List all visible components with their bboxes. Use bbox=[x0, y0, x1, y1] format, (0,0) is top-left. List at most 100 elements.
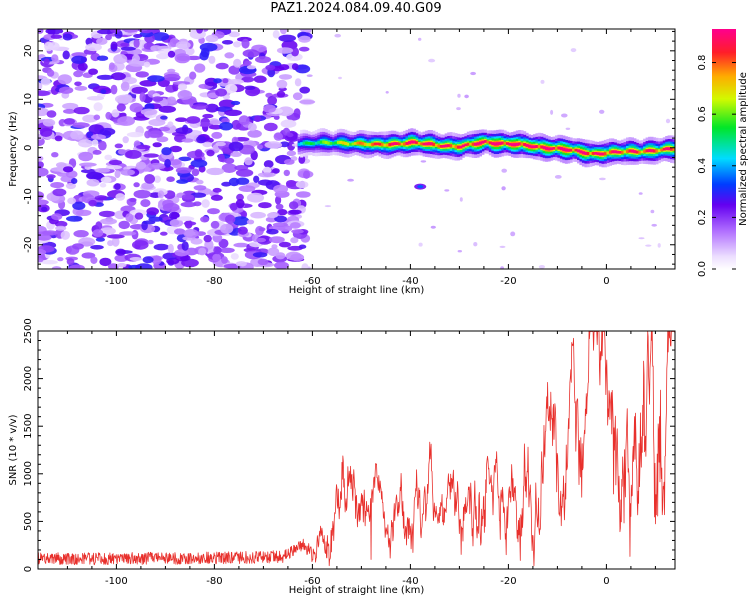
colorbar-tick-label: 0.2 bbox=[697, 209, 708, 225]
colorbar-segment bbox=[712, 245, 736, 248]
noise-speckle bbox=[199, 42, 218, 52]
noise-speckle bbox=[298, 244, 307, 249]
noise-speckle bbox=[219, 247, 235, 253]
y-tick-label: 1000 bbox=[23, 461, 34, 486]
colorbar-segment bbox=[712, 85, 736, 88]
noise-speckle bbox=[144, 174, 156, 184]
noise-speckle bbox=[233, 41, 241, 48]
signal-cell bbox=[481, 140, 485, 144]
noise-speckle bbox=[473, 242, 478, 247]
noise-speckle bbox=[209, 120, 222, 125]
noise-speckle bbox=[207, 208, 220, 215]
y-tick-label: 2000 bbox=[23, 366, 34, 391]
signal-cell bbox=[547, 147, 551, 151]
noise-speckle bbox=[92, 229, 104, 238]
colorbar-segment bbox=[712, 219, 736, 222]
noise-speckle bbox=[565, 127, 571, 130]
noise-speckle bbox=[107, 240, 114, 247]
signal-cell bbox=[412, 140, 416, 144]
noise-speckle bbox=[278, 241, 291, 248]
noise-speckle bbox=[298, 155, 306, 164]
noise-speckle bbox=[135, 161, 147, 170]
noise-speckle bbox=[194, 149, 203, 158]
noise-speckle bbox=[246, 65, 256, 70]
noise-speckle bbox=[120, 169, 135, 176]
noise-speckle bbox=[38, 90, 51, 97]
noise-speckle bbox=[238, 185, 256, 193]
colorbar-segment bbox=[712, 105, 736, 108]
noise-speckle bbox=[95, 237, 105, 242]
colorbar-segment bbox=[712, 51, 736, 54]
noise-speckle bbox=[98, 140, 107, 151]
noise-speckle bbox=[162, 202, 180, 212]
snr-x-axis-label: Height of straight line (km) bbox=[289, 585, 425, 596]
noise-speckle bbox=[213, 78, 222, 84]
noise-speckle bbox=[157, 190, 165, 199]
signal-cell bbox=[670, 147, 674, 151]
noise-speckle bbox=[63, 108, 76, 114]
noise-speckle bbox=[181, 138, 194, 143]
noise-speckle bbox=[147, 75, 165, 82]
noise-speckle bbox=[152, 32, 170, 41]
noise-speckle bbox=[277, 209, 288, 216]
signal-cell bbox=[388, 143, 392, 147]
colorbar-segment bbox=[712, 249, 736, 252]
colorbar-segment bbox=[712, 75, 736, 78]
noise-speckle bbox=[151, 255, 162, 265]
noise-speckle bbox=[222, 94, 231, 100]
noise-speckle bbox=[538, 265, 546, 269]
colorbar-segment bbox=[712, 149, 736, 152]
noise-speckle bbox=[457, 250, 462, 253]
noise-speckle bbox=[501, 186, 506, 191]
noise-speckle bbox=[156, 136, 169, 143]
noise-speckle bbox=[132, 240, 149, 250]
signal-cell bbox=[557, 146, 561, 150]
signal-cell bbox=[528, 144, 532, 148]
noise-speckle bbox=[269, 236, 285, 244]
signal-cell bbox=[653, 149, 656, 153]
x-tick-label: 0 bbox=[603, 576, 609, 587]
signal-cell bbox=[542, 146, 546, 150]
signal-cell bbox=[471, 142, 475, 146]
signal-cell bbox=[643, 149, 647, 153]
signal-cell bbox=[626, 149, 630, 153]
noise-speckle bbox=[295, 64, 311, 74]
noise-speckle bbox=[108, 159, 123, 166]
noise-speckle bbox=[204, 239, 214, 250]
signal-cell bbox=[302, 141, 306, 145]
noise-speckle bbox=[241, 76, 255, 83]
noise-speckle bbox=[116, 103, 126, 112]
signal-cell bbox=[383, 143, 387, 147]
noise-speckle bbox=[98, 210, 116, 218]
noise-speckle bbox=[231, 119, 242, 130]
heatmap-panel bbox=[38, 29, 675, 269]
noise-speckle bbox=[132, 116, 150, 121]
noise-speckle bbox=[233, 242, 249, 248]
noise-speckle bbox=[121, 29, 140, 33]
noise-speckle bbox=[470, 71, 476, 76]
noise-speckle bbox=[38, 161, 44, 169]
noise-speckle bbox=[88, 199, 97, 207]
signal-cell bbox=[662, 147, 666, 151]
noise-speckle bbox=[158, 126, 170, 132]
noise-speckle bbox=[129, 257, 143, 261]
signal-cell bbox=[493, 142, 497, 146]
noise-speckle bbox=[235, 177, 250, 185]
signal-cell bbox=[339, 140, 343, 144]
colorbar-tick-label: 0.0 bbox=[697, 261, 708, 277]
signal-cell bbox=[381, 143, 384, 147]
colorbar-segment bbox=[712, 115, 736, 118]
signal-blob-core bbox=[417, 184, 424, 189]
noise-speckle bbox=[265, 64, 276, 71]
noise-speckle bbox=[190, 159, 208, 168]
noise-speckle bbox=[279, 29, 288, 35]
signal-cell bbox=[628, 149, 632, 153]
noise-speckle bbox=[46, 174, 56, 179]
colorbar-segment bbox=[712, 87, 736, 90]
noise-speckle bbox=[217, 154, 225, 162]
noise-speckle bbox=[131, 86, 148, 94]
noise-speckle bbox=[206, 149, 215, 157]
signal-cell bbox=[312, 142, 316, 146]
signal-cell bbox=[400, 142, 404, 146]
noise-speckle bbox=[273, 132, 283, 141]
